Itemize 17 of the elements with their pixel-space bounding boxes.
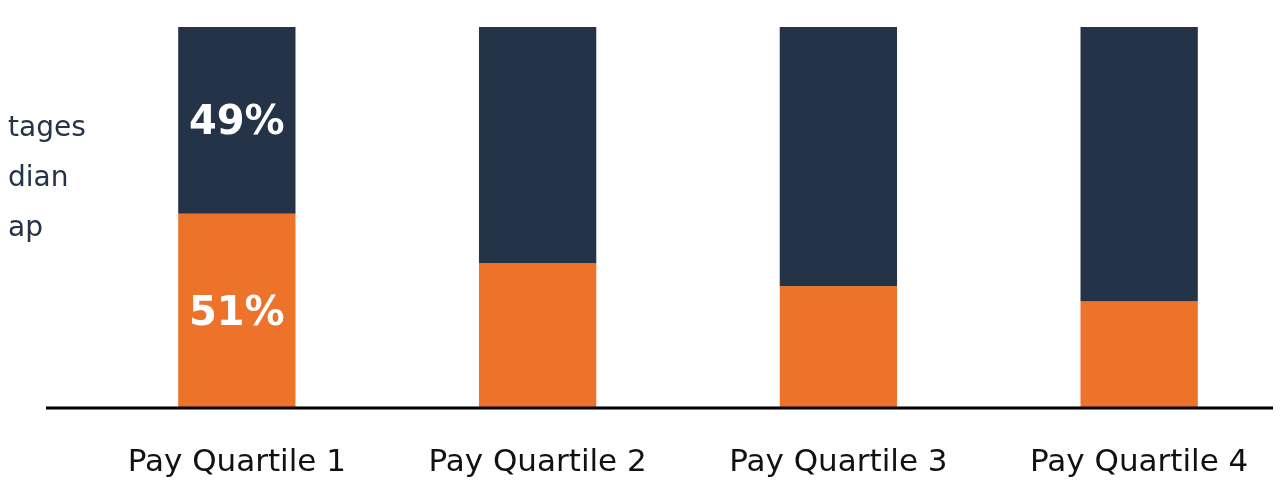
data-label: 49% <box>188 97 285 144</box>
data-label: 51% <box>188 287 285 334</box>
annotation: dian <box>8 160 69 193</box>
x-tick-label: Pay Quartile 3 <box>729 442 948 478</box>
bar <box>478 27 597 264</box>
bar <box>178 27 296 214</box>
bar <box>779 27 898 287</box>
bar <box>1080 301 1198 408</box>
x-tick-label: Pay Quartile 2 <box>428 442 647 478</box>
bar <box>1080 27 1198 302</box>
bar <box>779 286 898 408</box>
bar <box>178 213 296 408</box>
x-tick-label: Pay Quartile 4 <box>1029 442 1249 478</box>
text: ap <box>8 210 43 243</box>
annotation: tages <box>8 110 86 143</box>
bar <box>478 263 597 408</box>
x-tick-label: Pay Quartile 1 <box>127 442 347 478</box>
